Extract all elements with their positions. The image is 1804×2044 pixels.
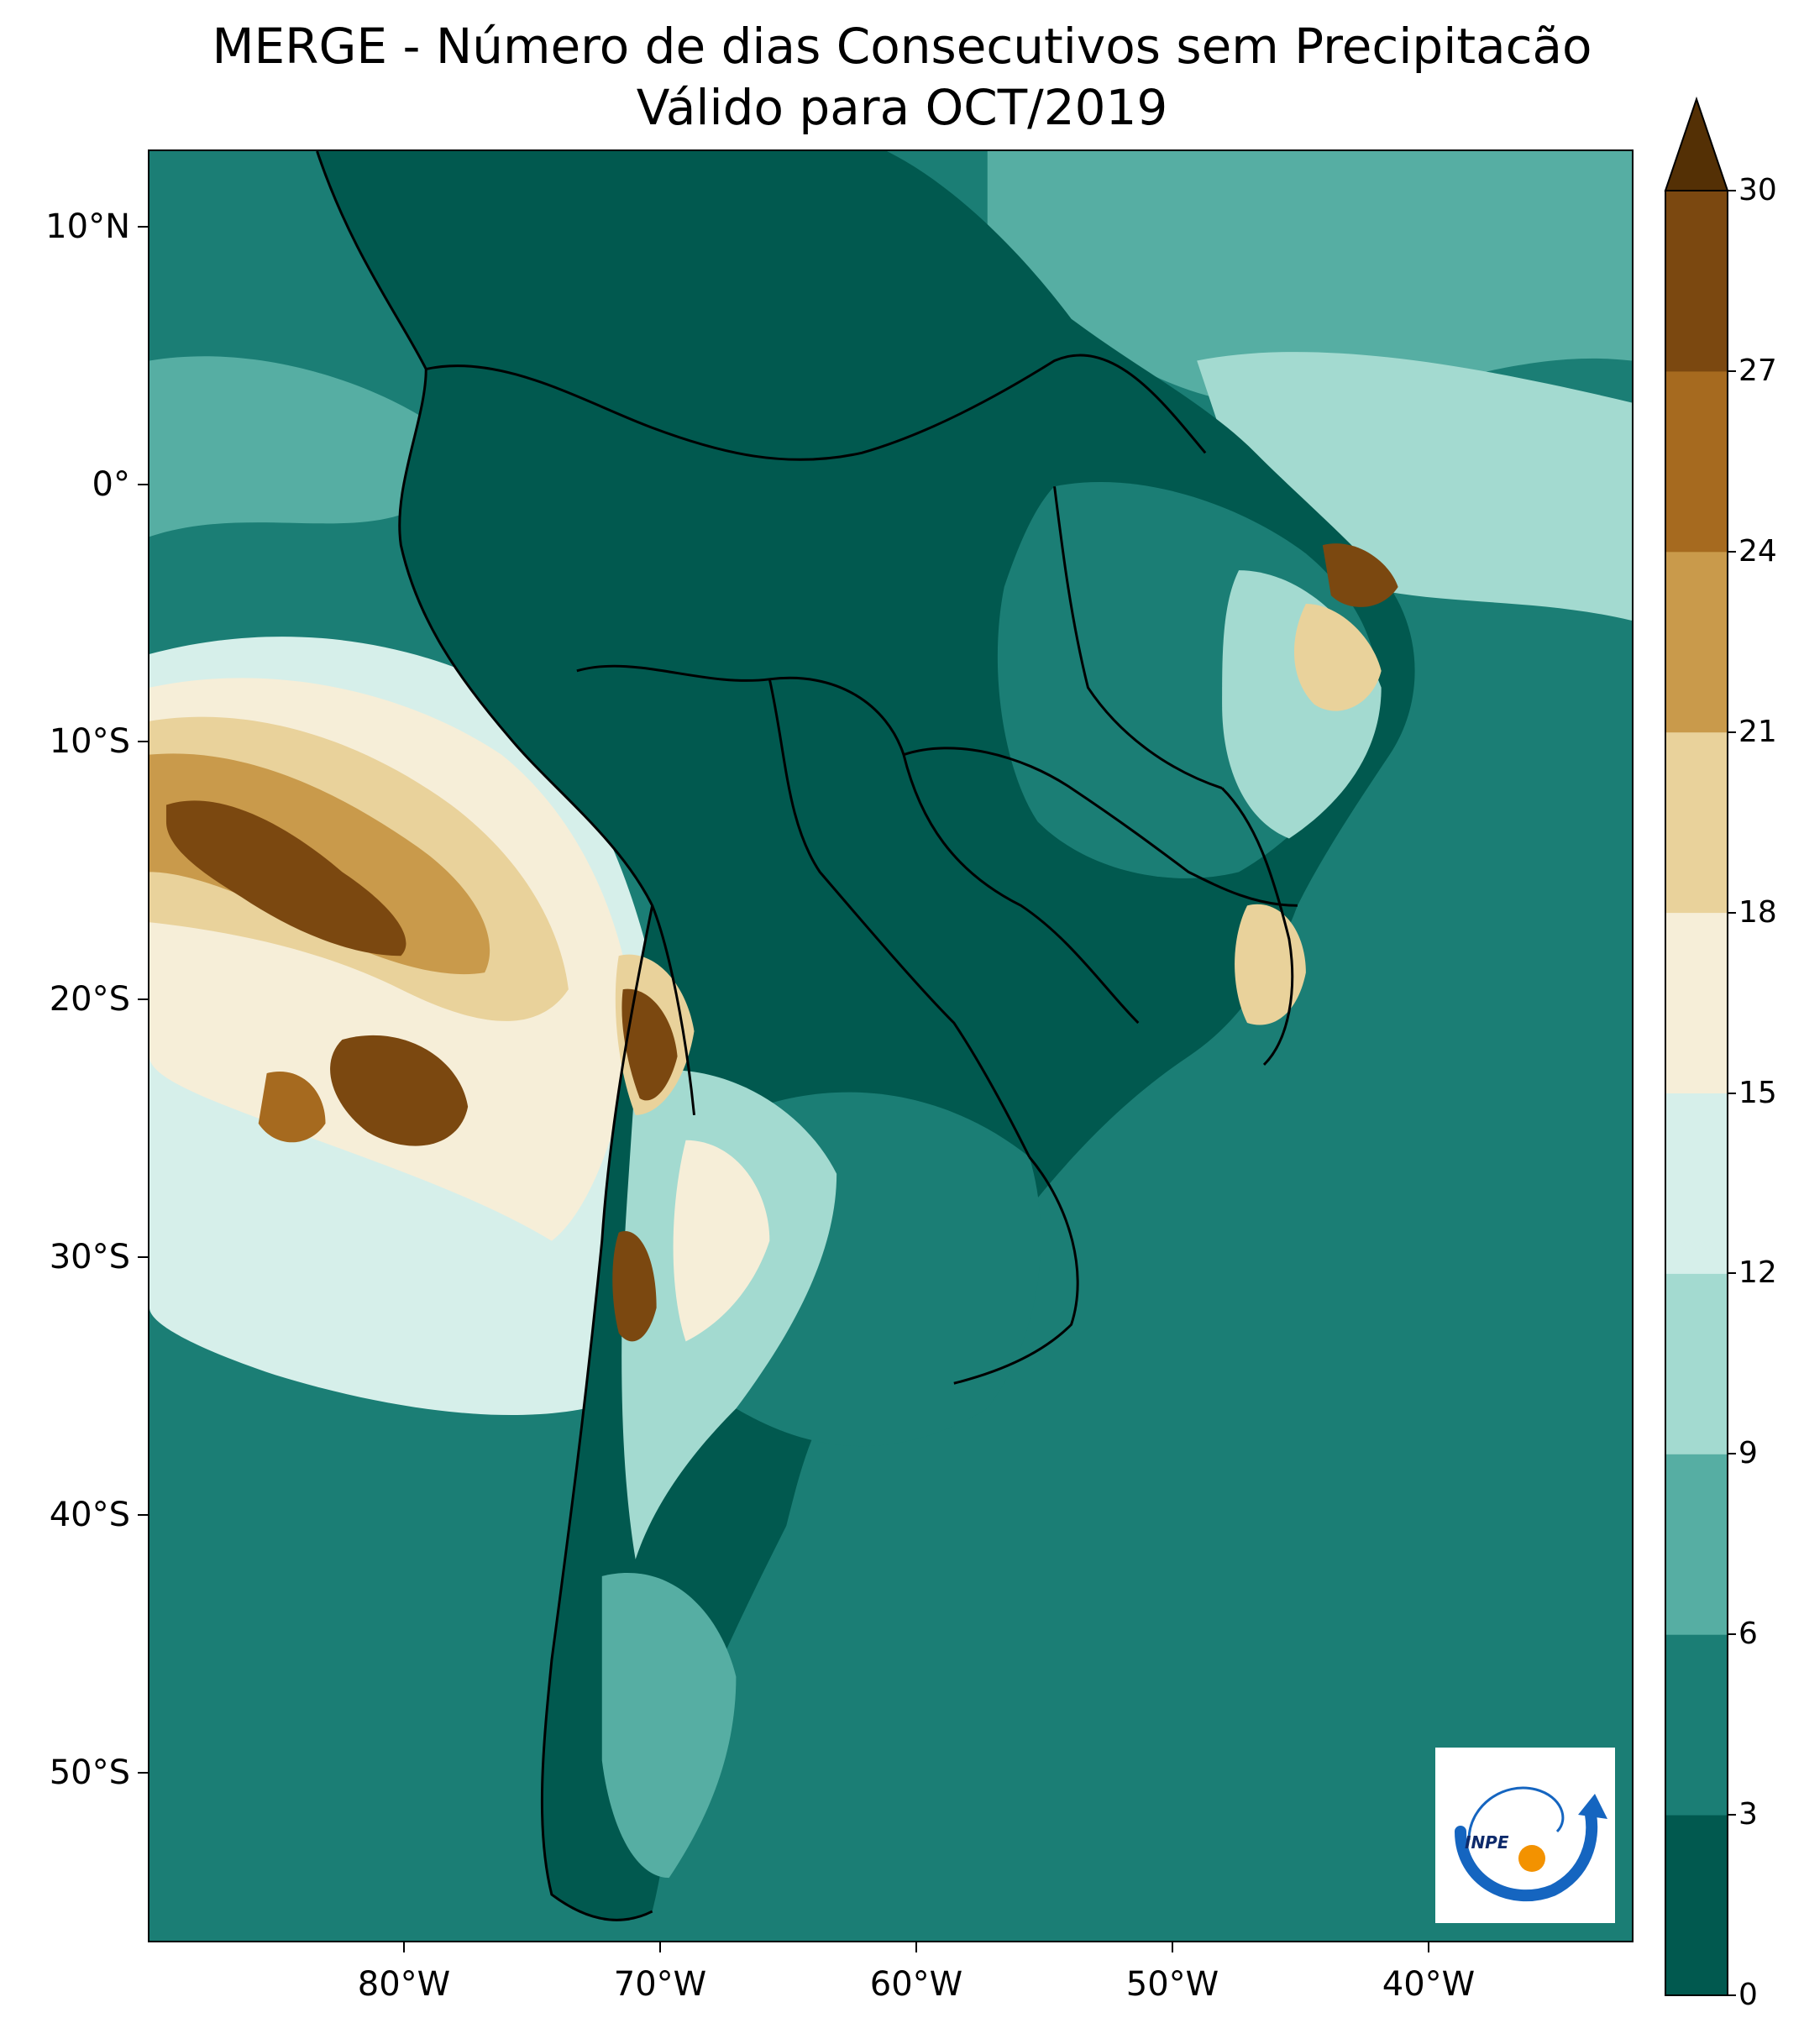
colorbar-segment xyxy=(1665,370,1728,553)
colorbar-tick-label: 15 xyxy=(1738,1075,1777,1110)
colorbar-tick-label: 21 xyxy=(1738,714,1777,749)
colorbar xyxy=(1664,96,1729,1996)
lat-label: 50°S xyxy=(49,1753,130,1792)
lon-label: 40°W xyxy=(1382,1965,1476,2004)
region-brazil-ne-tan xyxy=(1293,603,1382,711)
colorbar-tick xyxy=(1728,1994,1736,1996)
lon-label: 80°W xyxy=(357,1965,451,2004)
lat-tick xyxy=(138,1772,148,1774)
inpe-logo-text: INPE xyxy=(1465,1832,1509,1853)
region-brazil-ne-brown xyxy=(1322,543,1398,607)
colorbar-tick-label: 18 xyxy=(1738,894,1777,930)
lat-tick xyxy=(138,226,148,228)
colorbar-tick-label: 0 xyxy=(1738,1978,1758,2012)
lon-label: 50°W xyxy=(1125,1965,1219,2004)
colorbar-tick xyxy=(1728,1453,1736,1455)
colorbar-segment xyxy=(1665,731,1728,914)
colorbar-tick xyxy=(1728,911,1736,914)
lat-tick xyxy=(138,1514,148,1516)
precipitation-map xyxy=(148,149,1634,1942)
colorbar-segment xyxy=(1665,551,1728,733)
colorbar-tick xyxy=(1728,190,1736,191)
inpe-logo: INPE xyxy=(1435,1748,1615,1923)
lon-tick xyxy=(915,1942,917,1952)
map-canvas xyxy=(149,151,1632,1941)
lon-tick xyxy=(1172,1942,1173,1952)
lat-tick xyxy=(138,484,148,485)
colorbar-segment xyxy=(1665,1454,1728,1635)
map-title: MERGE - Número de dias Consecutivos sem … xyxy=(212,18,1592,75)
region-argentina-light xyxy=(621,1070,837,1559)
colorbar-tick xyxy=(1728,369,1736,372)
lat-label: 10°N xyxy=(45,207,130,246)
colorbar-tick-label: 24 xyxy=(1738,533,1777,569)
lat-label: 20°S xyxy=(49,980,130,1019)
region-ocean-north-right xyxy=(987,151,1632,408)
colorbar-tick-label: 6 xyxy=(1738,1617,1758,1652)
country-borders xyxy=(316,151,1298,1921)
colorbar-tick-label: 27 xyxy=(1738,353,1777,388)
colorbar-segment xyxy=(1665,1093,1728,1274)
colorbar-tick xyxy=(1728,1633,1736,1636)
colorbar-tick-label: 30 xyxy=(1738,173,1777,207)
lon-label: 60°W xyxy=(869,1965,963,2004)
colorbar-tick xyxy=(1728,1272,1736,1275)
lat-tick xyxy=(138,998,148,1000)
region-andes-brown-2 xyxy=(612,1231,657,1342)
region-pacific-spot-2 xyxy=(258,1072,326,1143)
region-argentina-cream xyxy=(673,1140,770,1342)
lat-label: 30°S xyxy=(49,1238,130,1276)
region-pacific-darkbrown xyxy=(165,800,406,956)
colorbar-segment xyxy=(1665,1273,1728,1454)
colorbar-tick-label: 9 xyxy=(1738,1436,1758,1471)
lat-label: 40°S xyxy=(49,1496,130,1534)
lat-tick xyxy=(138,741,148,742)
lon-tick xyxy=(659,1942,661,1952)
colorbar-tick-label: 12 xyxy=(1738,1255,1777,1291)
colorbar-tick xyxy=(1728,550,1736,553)
region-pacific-spot xyxy=(330,1035,469,1146)
region-patagonia xyxy=(601,1572,737,1879)
colorbar-tick xyxy=(1728,1814,1736,1816)
lat-label: 10°S xyxy=(49,722,130,761)
lat-tick xyxy=(138,1256,148,1258)
lon-tick xyxy=(403,1942,405,1952)
colorbar-segment xyxy=(1665,912,1728,1093)
colorbar-segment xyxy=(1665,191,1728,372)
lon-label: 70°W xyxy=(613,1965,707,2004)
region-andes-brown xyxy=(621,988,678,1101)
colorbar-segment xyxy=(1665,1634,1728,1816)
map-subtitle: Válido para OCT/2019 xyxy=(636,79,1168,136)
region-ocean-north-light xyxy=(149,356,427,537)
colorbar-extend-arrow xyxy=(1664,96,1729,191)
lon-tick xyxy=(1428,1942,1429,1952)
colorbar-tick-label: 3 xyxy=(1738,1797,1758,1832)
colorbar-tick xyxy=(1728,1092,1736,1094)
colorbar-tick xyxy=(1728,731,1736,733)
lat-label: 0° xyxy=(92,465,130,504)
colorbar-segment xyxy=(1665,1815,1728,1996)
inpe-logo-icon: INPE xyxy=(1455,1786,1607,1902)
